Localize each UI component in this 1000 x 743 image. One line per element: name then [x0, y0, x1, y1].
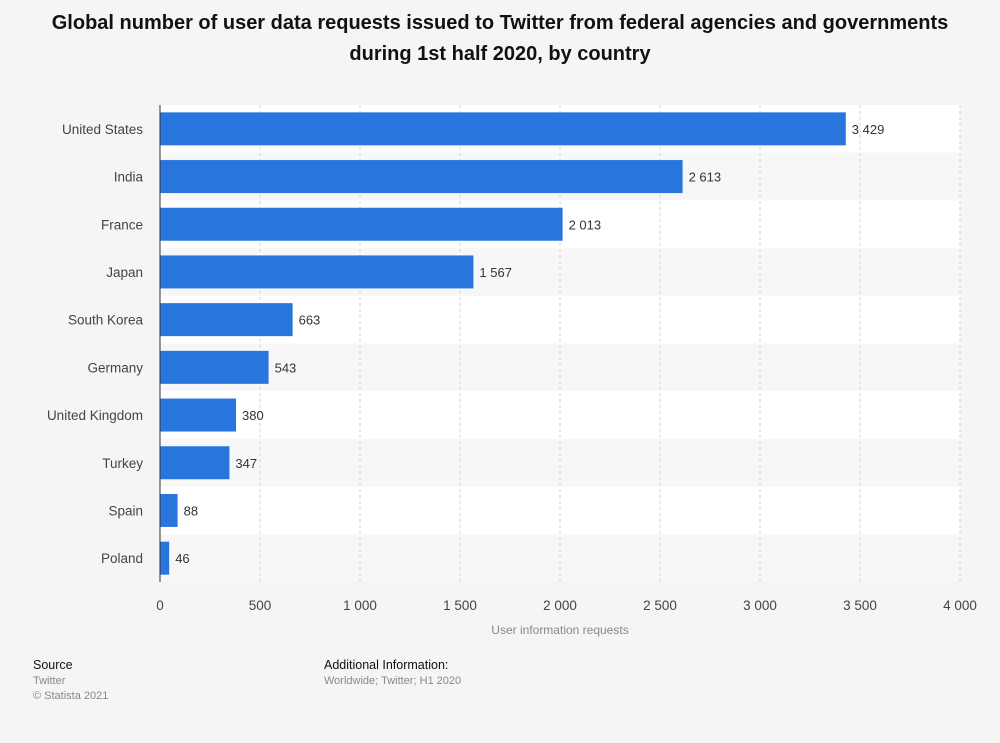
- bar-value-label: 380: [242, 408, 264, 423]
- bar-value-label: 347: [235, 456, 257, 471]
- x-tick-label: 2 500: [643, 598, 677, 613]
- bar: [160, 207, 563, 241]
- bar: [160, 541, 170, 575]
- source-name: Twitter: [33, 675, 66, 687]
- bar: [160, 303, 293, 337]
- x-tick-label: 0: [156, 598, 164, 613]
- bar: [160, 112, 846, 146]
- x-tick-label: 4 000: [943, 598, 977, 613]
- bar: [160, 255, 474, 289]
- chart-title: Global number of user data requests issu…: [51, 12, 949, 65]
- bar-value-label: 2 013: [569, 217, 602, 232]
- bar: [160, 350, 269, 384]
- bar-value-label: 2 613: [689, 170, 722, 185]
- source-heading: Source: [33, 658, 73, 672]
- category-label: Turkey: [102, 456, 143, 471]
- category-label: France: [101, 217, 143, 232]
- bar-value-label: 663: [299, 313, 321, 328]
- bar-value-label: 1 567: [479, 265, 512, 280]
- x-tick-label: 2 000: [543, 598, 577, 613]
- source-block: Source Twitter © Statista 2021: [33, 657, 108, 704]
- category-label: United Kingdom: [47, 408, 143, 423]
- category-label: Japan: [106, 265, 143, 280]
- category-label: United States: [62, 122, 143, 137]
- category-label: India: [114, 170, 144, 185]
- bar-value-label: 46: [175, 551, 189, 566]
- bar: [160, 446, 230, 480]
- x-tick-label: 3 500: [843, 598, 877, 613]
- bar: [160, 493, 178, 527]
- category-label: Germany: [87, 360, 143, 375]
- bar-value-label: 88: [184, 503, 198, 518]
- category-label: Spain: [108, 503, 143, 518]
- bar-value-label: 3 429: [852, 122, 885, 137]
- category-label: Poland: [101, 551, 143, 566]
- x-axis-label: User information requests: [491, 623, 628, 637]
- x-tick-label: 1 500: [443, 598, 477, 613]
- bar: [160, 398, 236, 432]
- info-text: Worldwide; Twitter; H1 2020: [324, 675, 462, 687]
- x-tick-label: 3 000: [743, 598, 777, 613]
- info-heading: Additional Information:: [324, 658, 449, 672]
- copyright: © Statista 2021: [33, 690, 109, 702]
- category-label: South Korea: [68, 313, 144, 328]
- bar: [160, 160, 683, 194]
- x-tick-label: 1 000: [343, 598, 377, 613]
- additional-info-block: Additional Information: Worldwide; Twitt…: [324, 657, 461, 689]
- bar-value-label: 543: [275, 360, 297, 375]
- x-tick-label: 500: [249, 598, 272, 613]
